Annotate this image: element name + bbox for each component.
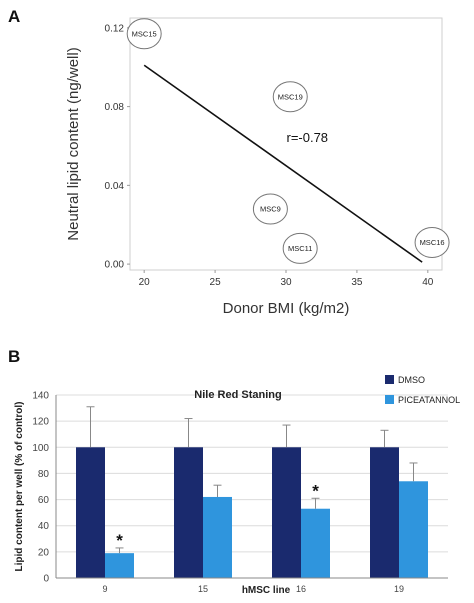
panel-b-y-axis-title: Lipid content per well (% of control) (14, 402, 25, 572)
legend-item: PICEATANNOL (385, 395, 460, 405)
y-tick-label: 20 (38, 547, 50, 558)
scatter-point: MSC15 (126, 18, 162, 50)
panel-a-x-axis-title: Donor BMI (kg/m2) (223, 300, 350, 317)
y-tick-label: 0.00 (105, 260, 125, 271)
point-marker (282, 232, 318, 264)
scatter-point: MSC19 (272, 81, 308, 113)
correlation-annotation: r=-0.78 (286, 130, 328, 145)
y-tick-label: 80 (38, 469, 50, 480)
panel-b-letter: B (8, 347, 20, 366)
y-tick-label: 0.08 (105, 102, 125, 113)
x-tick-label: 30 (280, 277, 292, 288)
panel-b-bars: ** (76, 406, 428, 578)
x-tick-label: 19 (394, 584, 404, 594)
point-marker (414, 226, 450, 258)
scatter-point: MSC11 (282, 232, 318, 264)
panel-a-letter: A (8, 7, 20, 26)
y-tick-label: 140 (32, 391, 49, 402)
x-tick-label: 16 (296, 584, 306, 594)
point-label: MSC15 (132, 29, 157, 38)
y-tick-label: 0 (43, 574, 49, 585)
panel-a-y-ticks: 0.00 0.04 0.08 0.12 (105, 23, 130, 271)
legend-item: DMSO (385, 375, 425, 385)
x-tick-label: 20 (139, 277, 151, 288)
x-tick-label: 35 (351, 277, 363, 288)
significance-marker: * (312, 481, 319, 500)
panel-b-legend: DMSO PICEATANNOL (385, 375, 460, 405)
bar (76, 447, 105, 578)
point-label: MSC19 (278, 92, 303, 101)
y-tick-label: 120 (32, 417, 49, 428)
scatter-point: MSC9 (252, 193, 288, 225)
x-tick-label: 40 (422, 277, 434, 288)
bar (370, 447, 399, 578)
point-marker (252, 193, 288, 225)
point-label: MSC16 (420, 238, 445, 247)
panel-a-x-ticks: 20 25 30 35 40 (139, 270, 434, 288)
panel-a-y-axis-title: Neutral lipid content (ng/well) (65, 47, 82, 240)
panel-a-trendline (143, 64, 423, 263)
point-marker (126, 18, 162, 50)
y-tick-label: 0.04 (105, 181, 125, 192)
bar (272, 447, 301, 578)
point-marker (272, 81, 308, 113)
bar (105, 553, 134, 578)
bar (174, 447, 203, 578)
panel-b-chart-title: Nile Red Staning (194, 389, 281, 401)
legend-label: PICEATANNOL (398, 395, 460, 405)
legend-swatch (385, 375, 394, 384)
panel-b-y-ticks: 0 20 40 60 80 100 120 140 (32, 391, 49, 585)
x-tick-label: 25 (210, 277, 222, 288)
x-tick-label: 9 (102, 584, 107, 594)
scatter-point: MSC16 (414, 226, 450, 258)
point-label: MSC9 (260, 204, 281, 213)
panel-b-x-ticks: 9 15 16 19 (102, 584, 404, 594)
panel-b-x-axis-title: hMSC line (242, 585, 291, 596)
legend-label: DMSO (398, 375, 425, 385)
panel-a-points: MSC15 MSC19 MSC9 MSC11 MSC16 (126, 18, 450, 264)
bar (301, 508, 330, 578)
y-tick-label: 0.12 (105, 23, 125, 34)
significance-marker: * (116, 531, 123, 550)
bar (203, 496, 232, 578)
point-label: MSC11 (288, 244, 312, 253)
legend-swatch (385, 395, 394, 404)
y-tick-label: 100 (32, 443, 49, 454)
y-tick-label: 40 (38, 521, 50, 532)
bar (399, 481, 428, 578)
y-tick-label: 60 (38, 495, 50, 506)
x-tick-label: 15 (198, 584, 208, 594)
panel-a-scatter: A 0.00 0.04 0.08 0.12 20 25 30 35 40 MSC15 MSC19… (8, 7, 450, 317)
